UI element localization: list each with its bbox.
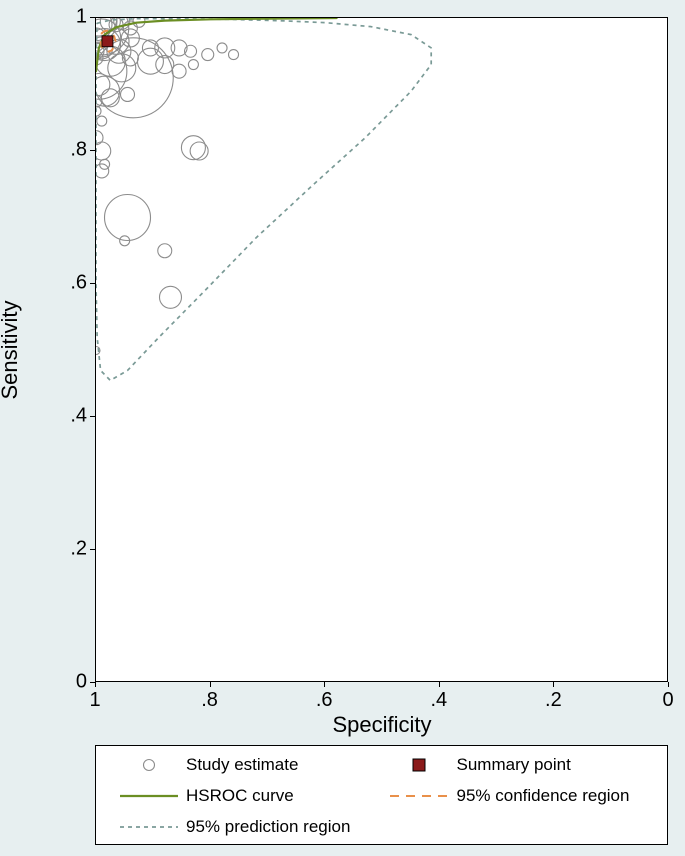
hsroc-curve [96,18,337,71]
legend: Study estimate Summary point HSROC curve… [95,745,668,845]
y-tick-label: 0 [47,671,87,694]
legend-label: Study estimate [186,756,298,774]
study-estimate-marker [121,87,135,101]
x-tick-mark [668,682,669,687]
y-tick-mark [90,416,95,417]
plot-svg [96,18,669,683]
study-estimate-marker [217,43,227,53]
x-tick-mark [324,682,325,687]
study-estimate-marker [202,49,214,61]
y-tick-label: .6 [47,272,87,295]
study-estimate-marker [101,89,119,107]
x-tick-label: .6 [316,689,333,712]
plot-area [95,17,668,682]
summary-point-marker [102,36,113,47]
legend-item-summary: Summary point [382,755,653,775]
study-estimate-marker [181,136,205,160]
study-estimate-marker [97,116,107,126]
study-estimate-marker [105,195,151,241]
y-tick-mark [90,283,95,284]
x-tick-label: .4 [430,689,447,712]
legend-label: Summary point [457,756,571,774]
y-tick-mark [90,17,95,18]
x-tick-mark [95,682,96,687]
legend-label: 95% confidence region [457,787,630,805]
legend-item-pred: 95% prediction region [111,817,382,837]
y-tick-mark [90,150,95,151]
legend-label: HSROC curve [186,787,294,805]
y-tick-label: .8 [47,139,87,162]
study-estimate-marker [155,38,175,58]
y-tick-label: .4 [47,405,87,428]
study-estimate-marker [172,64,186,78]
x-tick-label: 0 [662,689,673,712]
legend-item-hsroc: HSROC curve [111,786,382,806]
study-estimate-marker [229,50,239,60]
legend-item-conf: 95% confidence region [382,786,653,806]
y-tick-label: 1 [47,6,87,29]
y-tick-mark [90,549,95,550]
x-tick-mark [553,682,554,687]
study-estimate-marker [137,48,163,74]
y-axis-title: Sensitivity [0,300,23,399]
x-tick-label: .8 [201,689,218,712]
x-tick-label: 1 [89,689,100,712]
x-tick-mark [439,682,440,687]
prediction-region-curve [96,19,431,381]
x-tick-mark [210,682,211,687]
study-estimate-marker [188,60,198,70]
x-axis-title: Specificity [332,712,431,738]
study-estimate-marker [159,286,181,308]
y-tick-label: .2 [47,538,87,561]
study-estimate-marker [96,164,109,178]
legend-label: 95% prediction region [186,818,350,836]
x-tick-label: .2 [545,689,562,712]
legend-item-study: Study estimate [111,755,382,775]
study-estimate-marker [158,244,172,258]
